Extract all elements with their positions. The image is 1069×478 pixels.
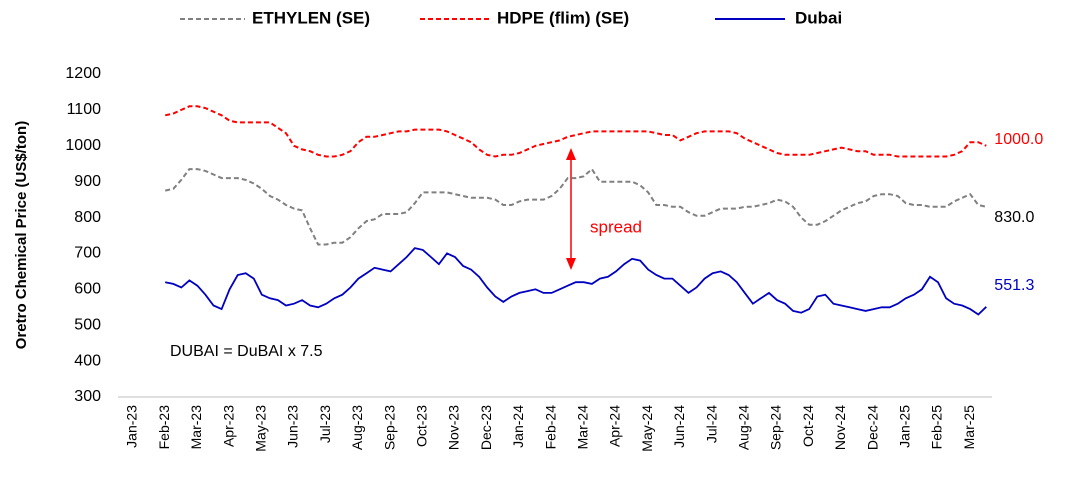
data-label: 551.3 <box>994 277 1034 294</box>
legend-label: Dubai <box>795 8 842 27</box>
x-tick-label: May-23 <box>253 405 269 452</box>
annotation: spread <box>590 217 642 236</box>
y-tick-label: 400 <box>74 352 101 369</box>
data-label: 1000.0 <box>994 131 1043 148</box>
x-tick-label: Aug-24 <box>736 405 752 450</box>
x-tick-label: Jul-23 <box>317 405 333 443</box>
x-tick-label: May-24 <box>639 405 655 452</box>
y-tick-label: 700 <box>74 245 101 262</box>
y-tick-label: 1000 <box>65 137 101 154</box>
x-tick-label: Mar-24 <box>575 405 591 450</box>
x-tick-label: Jun-24 <box>671 405 687 448</box>
x-tick-label: Sep-23 <box>381 405 397 450</box>
x-tick-label: Dec-23 <box>478 405 494 450</box>
x-tick-label: Mar-23 <box>188 405 204 450</box>
y-tick-label: 500 <box>74 316 101 333</box>
x-tick-label: Oct-24 <box>800 405 816 447</box>
series-line <box>165 247 987 316</box>
y-tick-label: 600 <box>74 281 101 298</box>
arrow-head <box>566 258 576 270</box>
y-tick-label: 800 <box>74 209 101 226</box>
y-tick-label: 1200 <box>65 65 101 82</box>
x-tick-label: Apr-24 <box>607 405 623 447</box>
x-tick-label: Jan-25 <box>897 405 913 448</box>
legend-label: ETHYLEN (SE) <box>252 8 370 27</box>
x-tick-label: Jul-24 <box>703 405 719 443</box>
y-tick-label: 1100 <box>67 101 102 118</box>
x-tick-label: Feb-24 <box>542 405 558 450</box>
legend-label: HDPE (flim) (SE) <box>497 8 629 27</box>
data-label: 830.0 <box>994 209 1034 226</box>
x-tick-label: Nov-23 <box>446 405 462 450</box>
x-tick-label: Apr-23 <box>220 405 236 447</box>
y-tick-label: 900 <box>74 173 101 190</box>
x-tick-label: Aug-23 <box>349 405 365 450</box>
annotation: DUBAI = DuBAI x 7.5 <box>170 343 323 360</box>
x-tick-label: Sep-24 <box>768 405 784 450</box>
x-tick-label: Feb-23 <box>156 405 172 450</box>
x-tick-label: Jan-24 <box>510 405 526 448</box>
x-tick-label: Mar-25 <box>961 405 977 450</box>
x-tick-label: Jan-23 <box>124 405 140 448</box>
x-tick-label: Oct-23 <box>414 405 430 447</box>
x-tick-label: Jun-23 <box>285 405 301 448</box>
x-tick-label: Nov-24 <box>832 405 848 450</box>
y-axis-title: Oretro Chemical Price (US$/ton) <box>13 121 30 349</box>
arrow-head <box>566 148 576 160</box>
x-tick-label: Feb-25 <box>929 405 945 450</box>
series-line <box>164 105 987 158</box>
x-tick-label: Dec-24 <box>864 405 880 450</box>
series-line <box>164 167 987 246</box>
y-tick-label: 300 <box>74 388 101 405</box>
